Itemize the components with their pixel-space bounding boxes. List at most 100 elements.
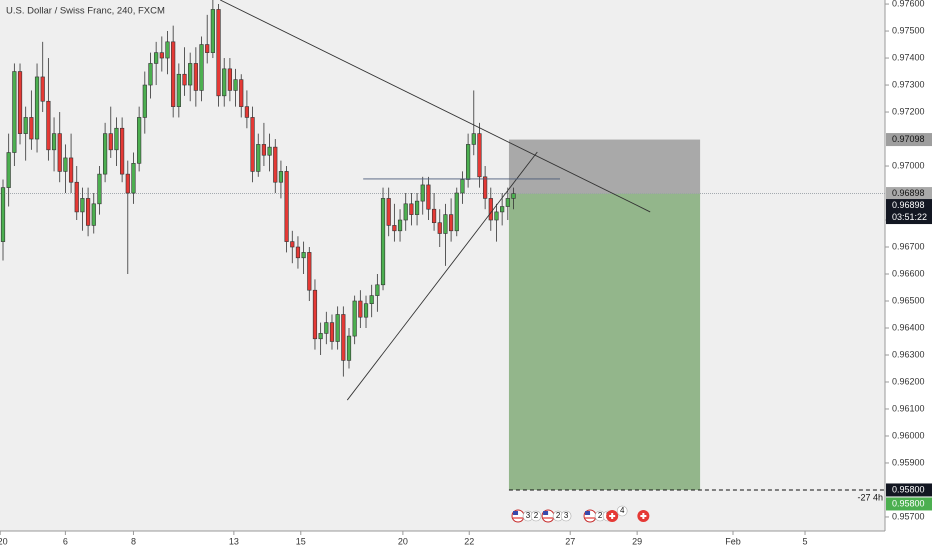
candle-body [12, 71, 17, 153]
candle-body [426, 184, 431, 210]
candle-body [295, 246, 301, 259]
candle-body [205, 44, 210, 53]
candle-body [17, 71, 23, 134]
y-tick-label: 0.96100 [892, 403, 925, 413]
candle-body [142, 84, 147, 118]
x-tick-label: 29 [632, 536, 642, 546]
y-tick-label: 0.95900 [892, 457, 925, 467]
event-count-bg [530, 510, 542, 522]
x-tick-label: 5 [803, 536, 808, 546]
x-tick-label: 15 [296, 536, 306, 546]
candle-body [171, 41, 176, 107]
candle-body [346, 335, 352, 361]
candle-body [80, 198, 85, 213]
candle-body [477, 133, 482, 178]
event-count: 3 [564, 511, 569, 520]
candle-body [114, 127, 119, 151]
y-tick-label: 0.96500 [892, 295, 925, 305]
flag-cross [640, 513, 647, 519]
candle-body [335, 314, 340, 342]
candle-body [6, 152, 11, 188]
target-label: 0.95800 [892, 498, 925, 508]
candle-body [483, 176, 488, 199]
candle-body [23, 117, 28, 134]
flag-canton [585, 511, 591, 515]
time-axis [0, 531, 885, 550]
candle-body [431, 208, 437, 224]
y-tick-label: 0.97500 [892, 25, 925, 35]
candle-body [85, 198, 91, 226]
candle-body [216, 9, 221, 97]
candle-body [199, 44, 204, 91]
candle-body [0, 187, 6, 242]
candle-body [386, 198, 391, 226]
candle-body [46, 100, 51, 151]
candle-body [154, 52, 159, 64]
candle-body [278, 171, 284, 183]
candle-body [222, 68, 227, 97]
price-axis [885, 0, 932, 550]
trend-line [346, 151, 538, 401]
y-tick-label: 0.97600 [892, 0, 925, 8]
chart-title: U.S. Dollar / Swiss Franc, 240, FXCM [6, 6, 165, 17]
candle-body [244, 106, 250, 118]
y-tick-label: 0.96700 [892, 241, 925, 251]
candle-body [358, 300, 363, 318]
x-tick-label: Feb [725, 536, 741, 546]
target-zone [508, 193, 701, 490]
candle-body [448, 214, 454, 232]
candle-body [443, 214, 448, 234]
candle-body [210, 9, 215, 53]
candle-body [193, 63, 198, 91]
event-count-bg [560, 510, 572, 522]
candle-body [188, 63, 193, 86]
candle-body [466, 144, 471, 180]
candle-body [120, 127, 125, 175]
x-tick-label: 20 [398, 536, 408, 546]
candle-body [239, 79, 244, 107]
current-label-bg [886, 199, 932, 225]
candle-body [57, 133, 62, 172]
flag-canton [513, 511, 519, 515]
candle-body [63, 157, 68, 172]
candle-body [500, 206, 505, 213]
candle-body [74, 181, 79, 213]
x-tick-label: 020 [0, 536, 8, 546]
candle-body [125, 173, 130, 194]
y-tick-label: 0.96400 [892, 322, 925, 332]
target-label-bg [886, 497, 932, 511]
candle-body [267, 146, 272, 156]
x-tick-label: 13 [229, 536, 239, 546]
candle-body [91, 203, 96, 226]
trend-line [220, 0, 651, 213]
candle-body [301, 252, 306, 259]
candle-body [165, 41, 170, 59]
candle-body [97, 173, 102, 205]
candle-body [369, 295, 374, 304]
event-count: 2 [598, 511, 603, 520]
countdown-label: 03:51:22 [892, 212, 927, 222]
stop-label-bg [886, 133, 932, 147]
candle-body [488, 198, 493, 221]
candle-body [511, 193, 516, 199]
candle-body [471, 133, 476, 145]
flag-canton [543, 511, 549, 515]
candle-body [437, 222, 442, 234]
event-count: 2 [556, 511, 561, 520]
candle-body [318, 333, 323, 340]
candle-body [131, 163, 136, 194]
bars-label: -27 4h [857, 492, 883, 502]
x-tick-label: 8 [131, 536, 136, 546]
candle-body [137, 117, 142, 164]
candle-body [460, 179, 465, 194]
candle-body [284, 171, 289, 242]
y-tick-label: 0.97300 [892, 79, 925, 89]
candle-body [454, 192, 459, 232]
y-tick-label: 0.96200 [892, 376, 925, 386]
candle-body [176, 73, 181, 107]
y-tick-label: 0.95700 [892, 511, 925, 521]
candle-body [324, 322, 329, 334]
y-tick-label: 0.97400 [892, 52, 925, 62]
x-tick-label: 6 [63, 536, 68, 546]
candle-body [352, 300, 357, 337]
